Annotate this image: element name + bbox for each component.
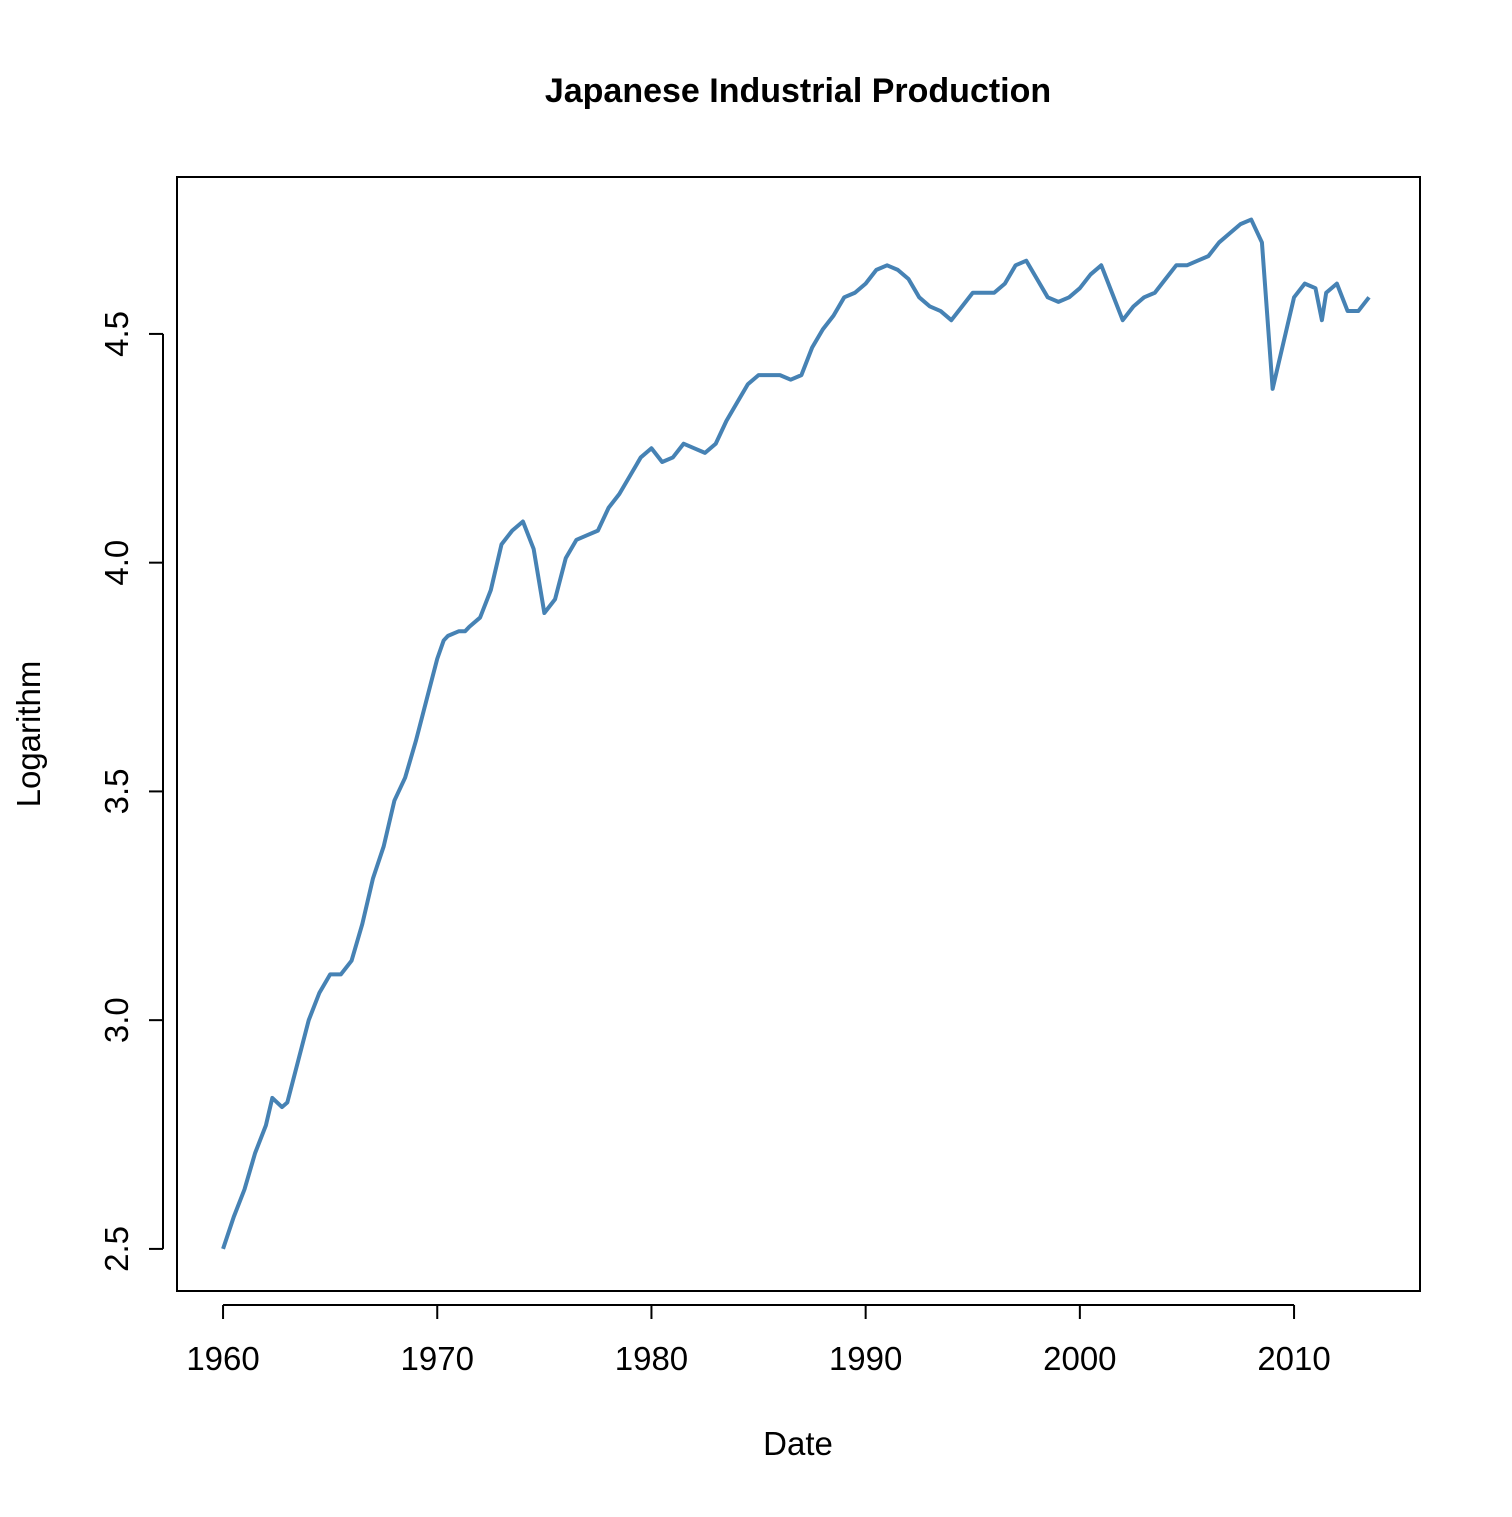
data-line <box>221 217 1371 1250</box>
y-tick-label: 4.0 <box>98 540 135 586</box>
x-tick-label: 1990 <box>829 1340 902 1377</box>
y-axis-label: Logarithm <box>10 661 47 808</box>
x-tick-label: 2010 <box>1257 1340 1330 1377</box>
y-tick-label: 4.5 <box>98 311 135 357</box>
x-axis-label: Date <box>763 1425 833 1462</box>
x-tick-label: 1970 <box>401 1340 474 1377</box>
y-tick-label: 3.5 <box>98 768 135 814</box>
y-tick-label: 3.0 <box>98 997 135 1043</box>
chart-title: Japanese Industrial Production <box>545 72 1051 110</box>
plot-frame <box>176 176 1421 1292</box>
y-tick-label: 2.5 <box>98 1226 135 1272</box>
x-tick-label: 2000 <box>1043 1340 1116 1377</box>
x-tick-label: 1980 <box>615 1340 688 1377</box>
x-tick-label: 1960 <box>186 1340 259 1377</box>
